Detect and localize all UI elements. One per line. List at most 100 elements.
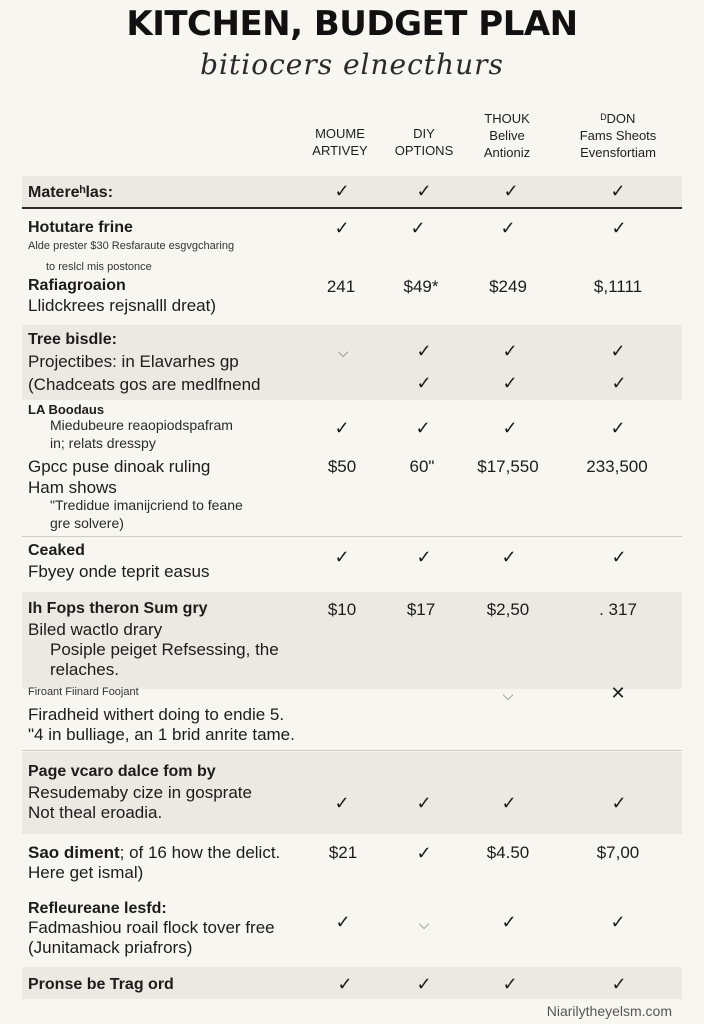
row-gpc-line: Ham shows xyxy=(28,478,117,497)
row-refleureane-label: Refleureane lesfd: xyxy=(28,900,167,917)
faint-check-icon: ⌵ xyxy=(502,687,514,703)
column-header-diy-options: DIY OPTIONS xyxy=(394,126,454,158)
check-icon: ✓ xyxy=(610,341,626,361)
row-pronse-label: Pronse be Trag ord xyxy=(28,976,174,993)
check-icon: ✓ xyxy=(416,793,432,813)
row-gpc-line: gre solvere) xyxy=(50,515,124,531)
price-cell: 60" xyxy=(409,457,435,476)
check-icon: ✓ xyxy=(416,373,432,393)
check-icon: ✓ xyxy=(415,418,431,438)
row-tree-label: Tree bisdle: xyxy=(28,331,117,348)
row-fops-line: Posiple peiget Refsessing, the xyxy=(50,640,279,659)
faint-check-icon: ⌵ xyxy=(337,344,349,360)
check-icon: ✓ xyxy=(610,181,626,201)
row-rafiagroaion-sub: Llidckrees rejsnalll dreat) xyxy=(28,296,217,315)
row-hotutare-note: to reslcl mis postonce xyxy=(46,261,152,273)
row-sao-line: Here get ismal) xyxy=(28,863,144,882)
check-icon: ✓ xyxy=(501,547,517,567)
price-cell: $2,50 xyxy=(486,600,530,619)
check-icon: ✓ xyxy=(416,547,432,567)
row-fops-line: relaches. xyxy=(50,660,119,679)
row-materials-band xyxy=(22,176,682,208)
page-subtitle: bitiocers elnecthurs xyxy=(200,48,504,81)
check-icon: ✓ xyxy=(334,181,350,201)
check-icon: ✓ xyxy=(502,974,518,994)
price-cell: 241 xyxy=(326,277,356,296)
row-tree-band xyxy=(22,325,682,400)
check-icon: ✓ xyxy=(410,218,426,238)
row-sao-label-bold: Sao diment xyxy=(28,843,120,862)
row-firoant-line: "4 in bulliage, an 1 brid anrite tame. xyxy=(28,725,295,744)
row-pronse-band xyxy=(22,967,682,999)
row-rafiagroaion-label: Rafiagroaion xyxy=(28,277,126,294)
check-icon: ✓ xyxy=(611,218,627,238)
check-icon: ✓ xyxy=(416,181,432,201)
price-cell: $49* xyxy=(403,277,439,296)
column-header-mouse-activity: MOUME ARTIVEY xyxy=(312,126,368,158)
row-refleureane-line: Fadmashiou roail flock tover free xyxy=(28,918,275,937)
price-cell: $4.50 xyxy=(486,843,530,862)
price-cell: 233,500 xyxy=(586,457,648,476)
check-icon: ✓ xyxy=(611,974,627,994)
page-title: KITCHEN, BUDGET PLAN xyxy=(126,4,578,44)
price-cell: $10 xyxy=(327,600,357,619)
row-ceaked-sub: Fbyey onde teprit easus xyxy=(28,562,210,581)
row-ceaked-label: Ceaked xyxy=(28,542,85,559)
check-icon: ✓ xyxy=(335,912,351,932)
row-hotutare-label: Hotutare frine xyxy=(28,219,133,236)
check-icon: ✓ xyxy=(501,912,517,932)
row-gpc-line: "Tredidue imanijcriend to feane xyxy=(50,497,243,513)
price-cell: . 317 xyxy=(599,600,637,619)
faint-check-icon: ⌵ xyxy=(418,916,430,932)
row-la-label: LA Boodaus xyxy=(28,402,105,417)
check-icon: ✓ xyxy=(334,218,350,238)
check-icon: ✓ xyxy=(502,418,518,438)
check-icon: ✓ xyxy=(334,793,350,813)
row-fops-label: Ih Fops theron Sum gry xyxy=(28,600,208,617)
row-hotutare-note: Alde prester $30 Resfaraute esgvgcharing xyxy=(28,240,235,252)
row-fops-line: Biled wactlo drary xyxy=(28,620,163,639)
price-cell: $50 xyxy=(327,457,357,476)
row-page-label: Page vcaro dalce fom by xyxy=(28,763,216,780)
check-icon: ✓ xyxy=(416,843,432,863)
check-icon: ✓ xyxy=(501,793,517,813)
row-tree-line: Projectibes: in Elavarhes gp xyxy=(28,352,239,371)
row-firoant-line: Firadheid withert doing to endie 5. xyxy=(28,705,285,724)
row-sao-label-rest: ; of 16 how the delict. xyxy=(119,843,281,862)
row-page-band xyxy=(22,752,682,834)
column-header-farms-sheets: ᴰDON Fams Sheots Evensfortiam xyxy=(579,111,657,160)
row-la-line: in; relats dresspy xyxy=(50,435,156,451)
price-cell: $7,00 xyxy=(596,843,640,862)
check-icon: ✓ xyxy=(610,912,626,932)
row-page-line: Not theal eroadia. xyxy=(28,803,163,822)
check-icon: ✓ xyxy=(611,547,627,567)
row-page-line: Resudemaby cize in gosprate xyxy=(28,783,252,802)
row-la-line: Miedubeure reaopiodspafram xyxy=(50,417,233,433)
cross-icon: ✕ xyxy=(610,683,626,703)
row-fops-band xyxy=(22,592,682,689)
row-tree-line: (Chadceats gos are medlfnend xyxy=(28,375,261,394)
price-cell: $17,550 xyxy=(477,457,539,476)
row-divider xyxy=(22,750,682,751)
check-icon: ✓ xyxy=(503,181,519,201)
check-icon: ✓ xyxy=(502,373,518,393)
header-divider xyxy=(22,207,682,209)
column-header-believe: THOUK Belive Antioniz xyxy=(483,111,531,160)
row-materials-label: Matereʰlas: xyxy=(28,184,114,201)
footer-credit: Niarilytheyelsm.com xyxy=(546,1003,672,1019)
row-refleureane-line: (Junitamack priafrors) xyxy=(28,938,193,957)
price-cell: $21 xyxy=(328,843,358,862)
check-icon: ✓ xyxy=(416,341,432,361)
row-divider xyxy=(22,536,682,537)
row-gpc-label: Gpcc puse dinoak ruling xyxy=(28,457,211,476)
check-icon: ✓ xyxy=(334,547,350,567)
check-icon: ✓ xyxy=(611,373,627,393)
check-icon: ✓ xyxy=(610,418,626,438)
row-firoant-label: Firoant Fiinard Foojant xyxy=(28,686,139,698)
price-cell: $249 xyxy=(489,277,527,296)
price-cell: $17 xyxy=(406,600,436,619)
check-icon: ✓ xyxy=(416,974,432,994)
check-icon: ✓ xyxy=(334,418,350,438)
price-cell: $,1111 xyxy=(593,277,643,296)
check-icon: ✓ xyxy=(337,974,353,994)
